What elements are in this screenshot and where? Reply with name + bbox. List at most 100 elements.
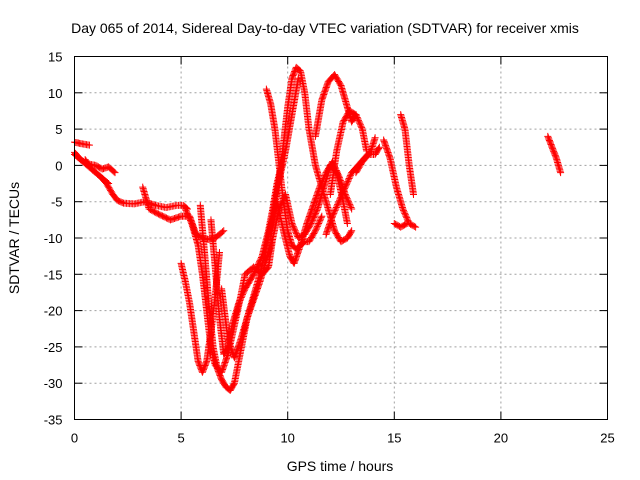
data-point <box>202 359 210 367</box>
data-point <box>337 193 345 201</box>
data-point <box>187 218 195 226</box>
data-point <box>399 205 407 213</box>
data-point <box>401 209 409 217</box>
data-point <box>183 208 191 216</box>
data-point <box>347 204 355 212</box>
series-track-17 <box>352 143 383 177</box>
data-point <box>292 228 300 236</box>
data-point <box>257 254 265 262</box>
data-point <box>332 204 340 212</box>
data-point <box>337 192 345 200</box>
data-point <box>330 209 338 217</box>
data-point <box>348 205 356 213</box>
x-tick-label: 25 <box>600 431 614 446</box>
data-point <box>401 211 409 219</box>
data-point <box>334 201 342 209</box>
series-track-18 <box>380 136 420 231</box>
data-point <box>343 179 351 187</box>
series-track-7 <box>177 249 223 376</box>
data-point <box>346 201 354 209</box>
data-point <box>352 111 360 119</box>
x-tick-label: 5 <box>177 431 184 446</box>
series-track-20 <box>397 111 417 198</box>
data-point <box>402 212 410 220</box>
data-point <box>318 212 326 220</box>
data-point <box>317 215 325 223</box>
data-point <box>404 217 412 225</box>
data-point <box>336 196 344 204</box>
data-point <box>402 220 410 228</box>
data-point <box>344 196 352 204</box>
x-axis-label: GPS time / hours <box>287 458 394 474</box>
data-point <box>220 227 228 235</box>
series-track-10 <box>218 234 277 362</box>
y-tick-label: 10 <box>48 86 62 101</box>
data-point <box>344 177 352 185</box>
series-track-21 <box>544 132 565 177</box>
data-point <box>185 212 193 220</box>
x-tick-label: 10 <box>280 431 294 446</box>
series-group <box>71 63 565 394</box>
data-point <box>343 195 351 203</box>
y-tick-label: -10 <box>44 231 63 246</box>
data-point <box>334 169 342 177</box>
series-track-19 <box>390 219 411 231</box>
data-point <box>333 202 341 210</box>
data-point <box>339 188 347 196</box>
data-point <box>399 206 407 214</box>
y-tick-label: 5 <box>55 122 62 137</box>
data-point <box>313 206 321 214</box>
data-point <box>412 223 420 231</box>
data-point <box>358 124 366 132</box>
data-point <box>103 179 111 187</box>
data-point <box>354 116 362 124</box>
data-point <box>347 228 355 236</box>
data-point <box>334 171 342 179</box>
data-point <box>317 214 325 222</box>
data-point <box>335 198 343 206</box>
data-point <box>292 230 300 238</box>
data-point <box>343 219 351 227</box>
y-tick-label: 0 <box>55 158 62 173</box>
data-point <box>334 199 342 207</box>
data-point <box>357 122 365 130</box>
data-point <box>239 289 247 297</box>
data-point <box>409 190 417 198</box>
x-tick-label: 0 <box>71 431 78 446</box>
y-tick-label: -35 <box>44 413 63 428</box>
y-tick-label: 15 <box>48 50 62 65</box>
data-point <box>314 221 322 229</box>
data-point <box>356 119 364 127</box>
data-point <box>236 296 244 304</box>
data-point <box>291 225 299 233</box>
data-point <box>85 141 93 149</box>
data-point <box>313 222 321 230</box>
data-point <box>111 169 119 177</box>
data-point <box>182 206 190 214</box>
data-point <box>410 222 418 230</box>
data-point <box>219 228 227 236</box>
y-tick-label: -30 <box>44 376 63 391</box>
data-point <box>290 224 298 232</box>
series-track-1 <box>71 151 191 213</box>
data-point <box>289 222 297 230</box>
data-point <box>375 143 383 151</box>
y-tick-label: -20 <box>44 304 63 319</box>
data-point <box>110 168 118 176</box>
data-point <box>183 209 191 217</box>
data-point <box>346 172 354 180</box>
series-track-3 <box>81 156 113 188</box>
y-tick-label: -15 <box>44 267 63 282</box>
data-point <box>329 211 337 219</box>
data-point <box>105 180 113 188</box>
x-tick-label: 15 <box>387 431 401 446</box>
data-point <box>353 113 361 121</box>
data-point <box>311 227 319 235</box>
data-point <box>345 199 353 207</box>
data-point <box>341 185 349 193</box>
data-point <box>184 211 192 219</box>
data-point <box>557 169 565 177</box>
data-point <box>315 219 323 227</box>
chart-title: Day 065 of 2014, Sidereal Day-to-day VTE… <box>71 20 579 36</box>
x-tick-label: 20 <box>494 431 508 446</box>
